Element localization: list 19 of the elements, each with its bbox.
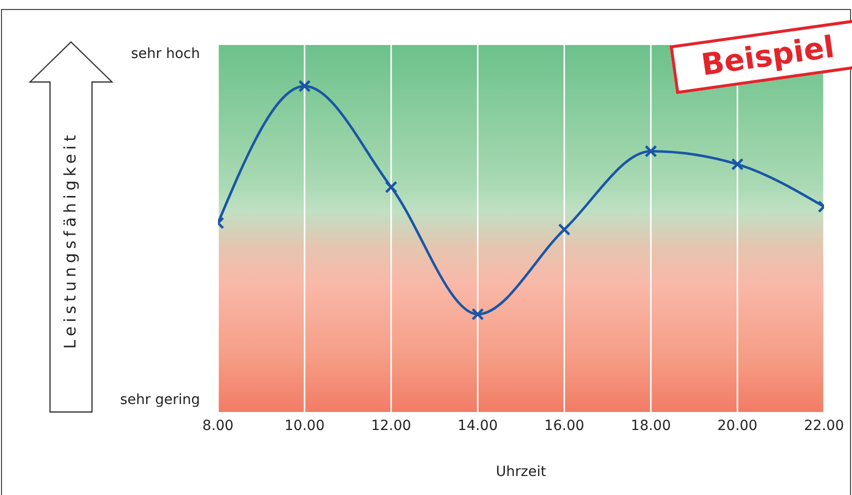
x-tick-label: 20.00 [717, 418, 758, 434]
text: Beispiel [670, 18, 852, 94]
x-tick-label: 8.00 [202, 418, 234, 434]
point [471, 308, 484, 320]
x-tick-label: 18.00 [630, 418, 671, 434]
point [298, 80, 311, 92]
point [731, 158, 744, 171]
point [644, 145, 658, 158]
point [384, 180, 398, 194]
x-tick-label: 12.00 [371, 418, 412, 434]
x-tick-label: 16.00 [544, 418, 584, 434]
point [558, 223, 571, 236]
text: sehr gering [120, 392, 200, 408]
x-tick-label: 22.00 [804, 418, 844, 434]
text: sehr hoch [131, 46, 200, 62]
x-axis-title: Uhrzeit [496, 464, 547, 480]
x-tick-label: 14.00 [458, 418, 498, 434]
x-tick-label: 10.00 [284, 418, 325, 434]
text: Leistungsfähigkeit [60, 131, 80, 349]
